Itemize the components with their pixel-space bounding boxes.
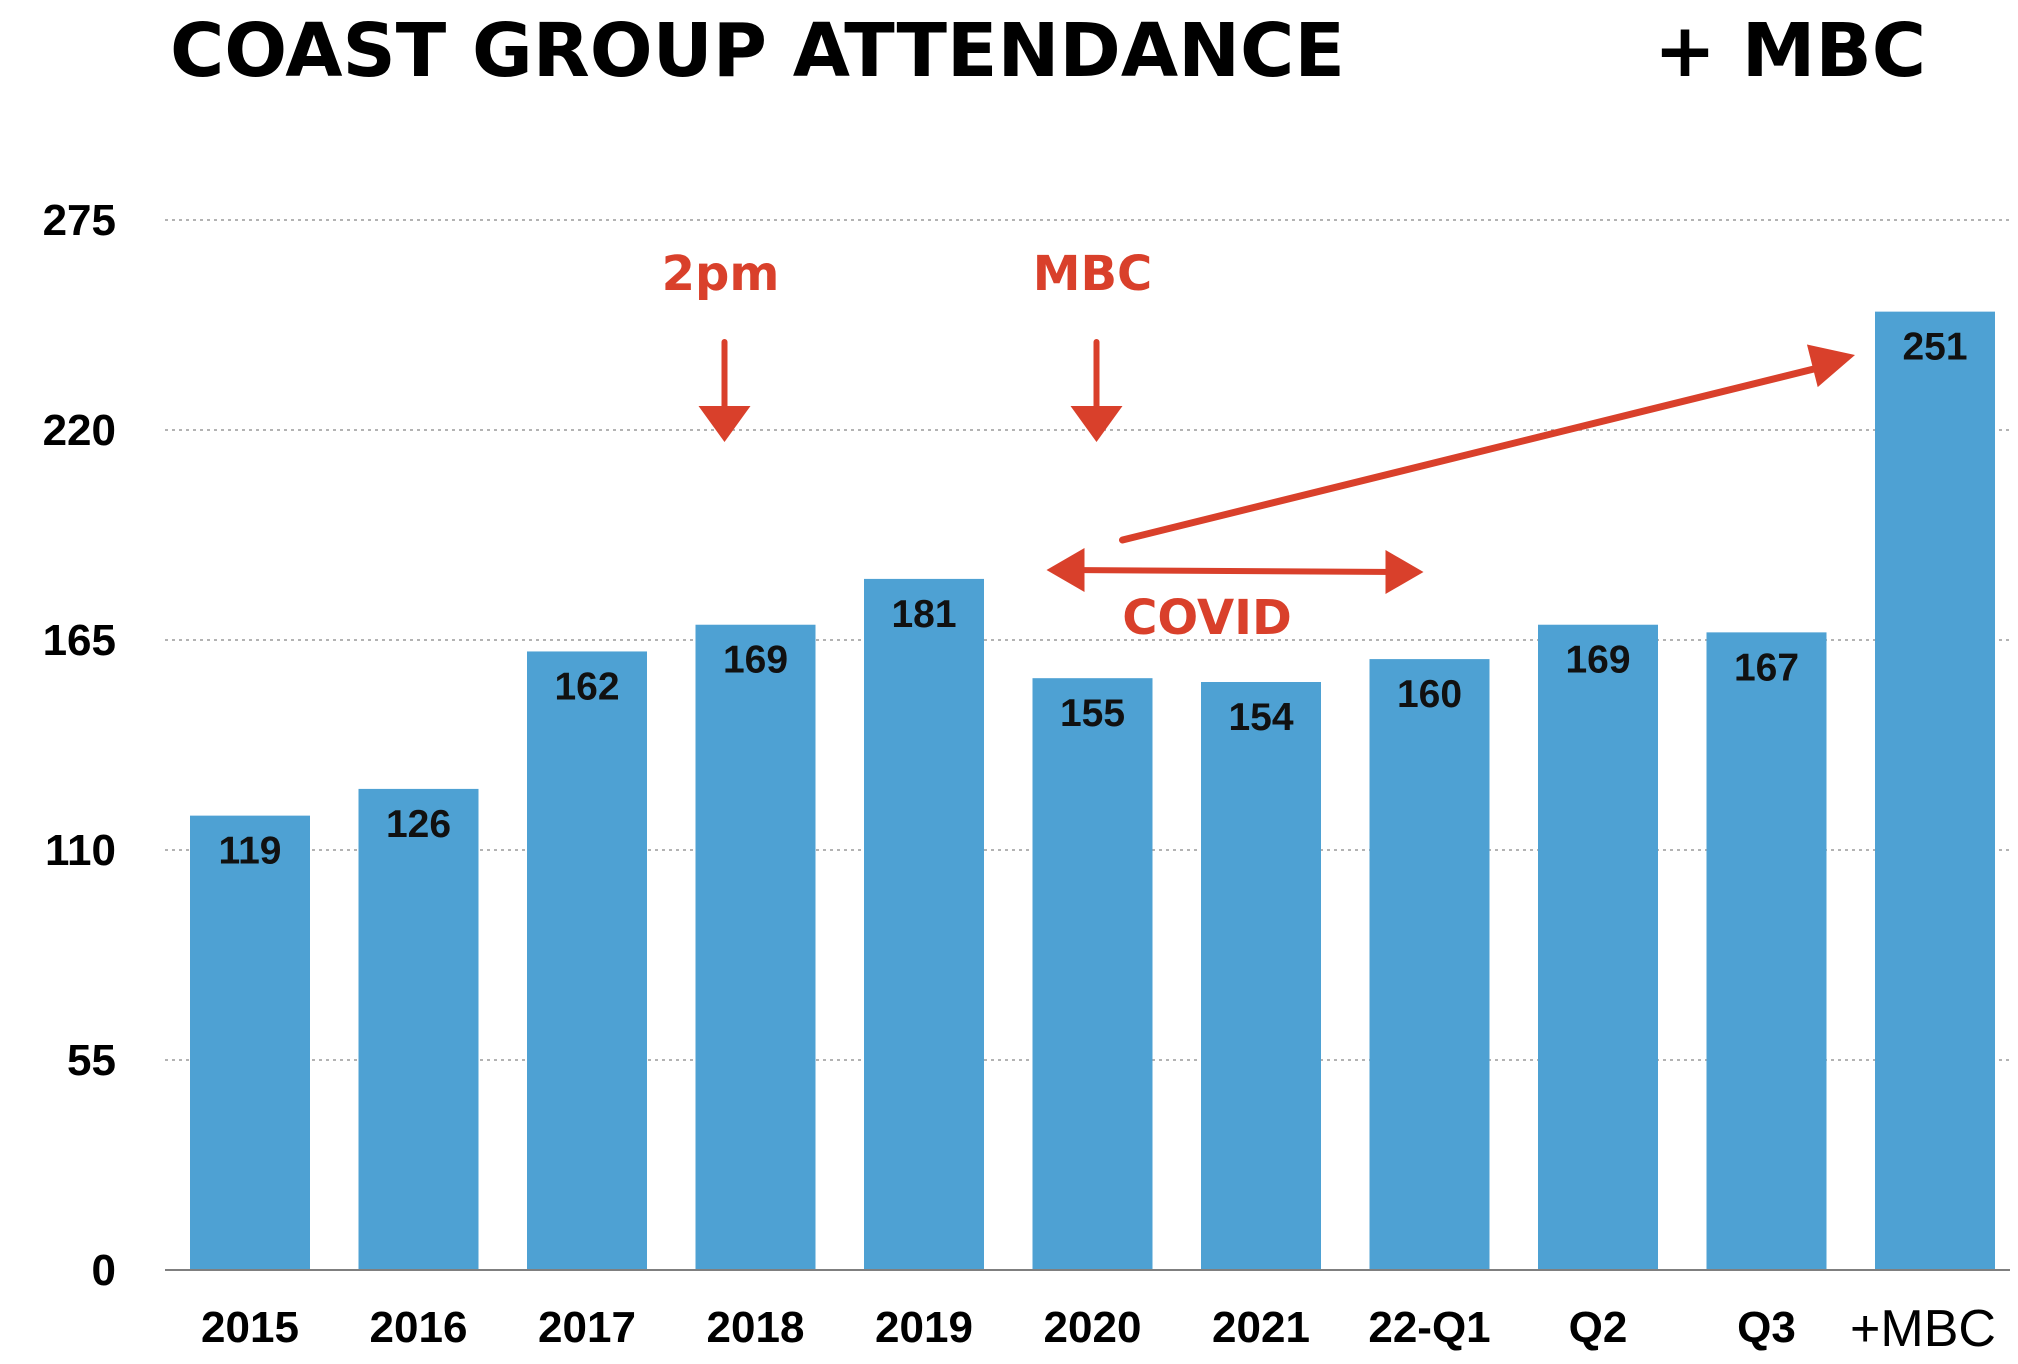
bar	[527, 651, 647, 1270]
y-tick-label: 55	[67, 1036, 116, 1085]
x-tick-label: 2017	[538, 1303, 636, 1352]
bar	[1032, 678, 1153, 1270]
x-tick-label: 2018	[707, 1303, 805, 1352]
x-axis-ticks: 2015 2016 2017 2018 2019 2020 2021 22-Q1 Q2 Q3 +MB…	[201, 1300, 1996, 1358]
bar-value-label: 162	[554, 665, 619, 708]
annotation-label: MBC	[1033, 246, 1153, 302]
y-tick-label: 0	[92, 1246, 116, 1295]
y-tick-label: 220	[43, 406, 116, 455]
arrow-head-left	[1046, 548, 1085, 592]
bar-value-label: 169	[1565, 639, 1630, 682]
covid-label: COVID	[1122, 590, 1292, 646]
bar	[1875, 311, 1995, 1270]
x-tick-label: 2016	[370, 1303, 468, 1352]
arrow-head-right	[1385, 550, 1424, 594]
bar-value-label: 181	[891, 593, 956, 636]
y-tick-label: 275	[43, 196, 116, 245]
bar	[1201, 682, 1321, 1270]
bars: 119 126 162 169 181 155 154 160 169 167 251	[190, 311, 1995, 1270]
x-tick-label: 22-Q1	[1368, 1303, 1490, 1352]
down-arrow-head	[1070, 406, 1123, 442]
x-tick-label: 2021	[1212, 1303, 1310, 1352]
annotations: 2pm MBC COVID	[662, 246, 1855, 646]
chart-title-suffix: + MBC	[1654, 8, 1926, 94]
bar	[358, 788, 479, 1270]
y-axis-ticks: 0 55 110 165 220 275	[43, 196, 116, 1295]
bar-value-label: 251	[1902, 326, 1967, 369]
y-tick-label: 110	[45, 826, 116, 875]
x-tick-label: +MBC	[1850, 1300, 1996, 1358]
bar	[864, 578, 984, 1270]
x-tick-label: Q2	[1569, 1303, 1628, 1352]
bar	[1706, 632, 1827, 1270]
x-tick-label: 2015	[201, 1303, 299, 1352]
x-tick-label: 2019	[875, 1303, 973, 1352]
bar-value-label: 154	[1228, 696, 1293, 739]
bar-value-label: 169	[723, 639, 788, 682]
y-tick-label: 165	[43, 616, 116, 665]
bar	[1369, 659, 1490, 1270]
bar	[1538, 624, 1658, 1270]
bar	[695, 624, 816, 1270]
bar-value-label: 119	[219, 830, 282, 873]
bar-value-label: 155	[1060, 692, 1125, 735]
annotation-label: 2pm	[662, 246, 780, 302]
down-arrow-head	[698, 406, 751, 442]
growth-arrow-head	[1806, 344, 1855, 388]
chart-title: COAST GROUP ATTENDANCE	[170, 8, 1345, 94]
bar	[190, 815, 310, 1270]
x-tick-label: 2020	[1044, 1303, 1142, 1352]
covid-range-arrow	[1063, 567, 1407, 575]
bar-value-label: 126	[386, 803, 451, 846]
x-tick-label: Q3	[1737, 1303, 1796, 1352]
growth-arrow	[1119, 361, 1834, 544]
bar-value-label: 160	[1397, 673, 1462, 716]
bar-value-label: 167	[1734, 646, 1799, 689]
